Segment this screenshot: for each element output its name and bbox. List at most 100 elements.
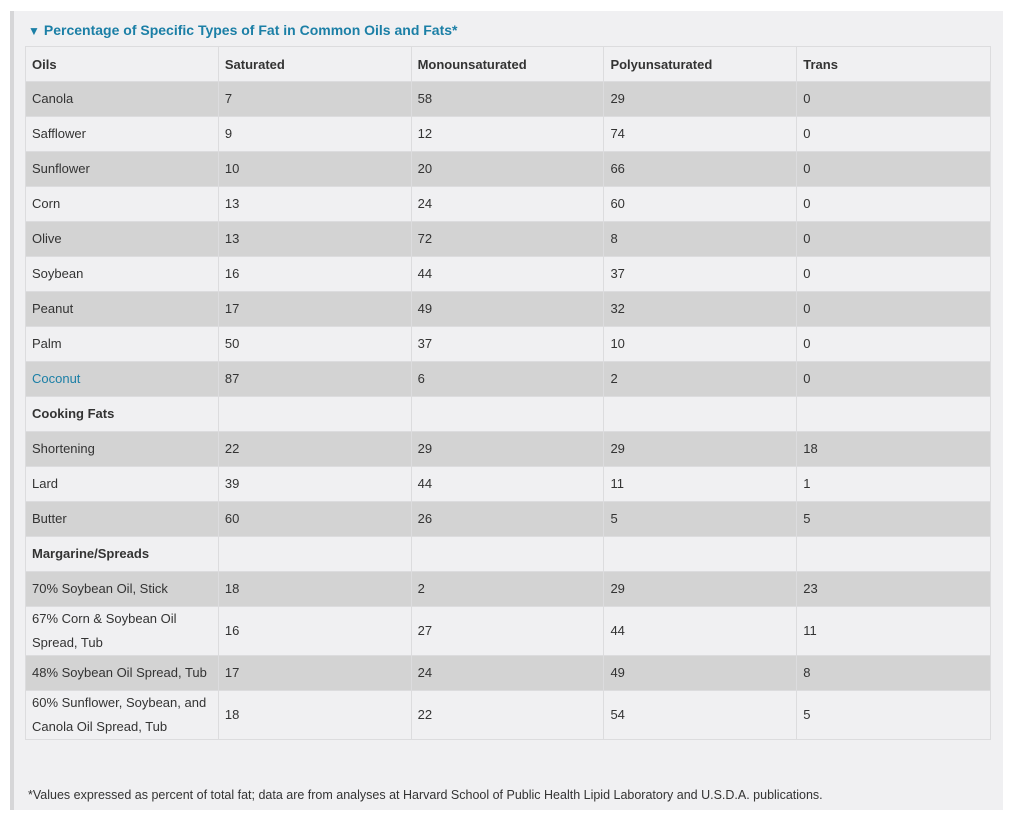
table-row: Corn 13 24 60 0 <box>25 186 991 222</box>
row-label: Corn <box>25 186 219 222</box>
table-row: 67% Corn & Soybean Oil Spread, Tub 16 27 44… <box>25 606 991 656</box>
cell-value <box>796 536 991 572</box>
row-label: 70% Soybean Oil, Stick <box>25 571 219 607</box>
fat-table-panel: ▼ Percentage of Specific Types of Fat in … <box>10 11 1003 810</box>
cell-value: 37 <box>410 326 605 362</box>
cell-value: 50 <box>217 326 412 362</box>
section-title: Percentage of Specific Types of Fat in C… <box>43 22 458 38</box>
row-label: 48% Soybean Oil Spread, Tub <box>25 655 219 691</box>
table-row: 60% Sunflower, Soybean, and Canola Oil S… <box>25 690 991 740</box>
cell-value: 8 <box>796 655 991 691</box>
cell-value: 39 <box>217 466 412 502</box>
table-row: Palm 50 37 10 0 <box>25 326 991 362</box>
cell-value: 11 <box>796 606 991 656</box>
row-label: Butter <box>25 501 219 537</box>
table-row: Shortening 22 29 29 18 <box>25 431 991 467</box>
cell-value: 60 <box>603 186 798 222</box>
cell-value: 6 <box>410 361 605 397</box>
row-label: Sunflower <box>25 151 219 187</box>
table-row: Coconut 87 6 2 0 <box>25 361 991 397</box>
row-label: Palm <box>25 326 219 362</box>
cell-value: 44 <box>603 606 798 656</box>
cell-value: 49 <box>603 655 798 691</box>
section-toggle[interactable]: ▼ Percentage of Specific Types of Fat in … <box>28 22 458 38</box>
cell-value: 29 <box>410 431 605 467</box>
cell-value: 44 <box>410 466 605 502</box>
table-row: Soybean 16 44 37 0 <box>25 256 991 292</box>
cell-value: 5 <box>603 501 798 537</box>
cell-value: 0 <box>796 81 991 117</box>
cell-value: 17 <box>217 655 412 691</box>
row-label: Lard <box>25 466 219 502</box>
table-row: 48% Soybean Oil Spread, Tub 17 24 49 8 <box>25 655 991 691</box>
cell-value: 27 <box>410 606 605 656</box>
cell-value: 0 <box>796 116 991 152</box>
cell-value: 16 <box>217 606 412 656</box>
cell-value: 54 <box>603 690 798 740</box>
cell-value: 44 <box>410 256 605 292</box>
cell-value: 11 <box>603 466 798 502</box>
table-row: Olive 13 72 8 0 <box>25 221 991 257</box>
table-row: Sunflower 10 20 66 0 <box>25 151 991 187</box>
cell-value: 87 <box>217 361 412 397</box>
cell-value: 24 <box>410 186 605 222</box>
cell-value <box>603 396 798 432</box>
cell-value: 37 <box>603 256 798 292</box>
cell-value <box>603 536 798 572</box>
cell-value: 0 <box>796 151 991 187</box>
cell-value: 0 <box>796 361 991 397</box>
cell-value: 0 <box>796 291 991 327</box>
cell-value: 29 <box>603 431 798 467</box>
section-row: Cooking Fats <box>25 396 991 432</box>
cell-value: 18 <box>217 571 412 607</box>
cell-value: 18 <box>796 431 991 467</box>
triangle-down-icon: ▼ <box>28 24 40 38</box>
cell-value: 0 <box>796 326 991 362</box>
fat-types-table: Oils Saturated Monounsaturated Polyunsatura… <box>25 46 991 740</box>
footnote: *Values expressed as percent of total fa… <box>28 788 823 802</box>
cell-value: 1 <box>796 466 991 502</box>
section-row: Margarine/Spreads <box>25 536 991 572</box>
column-header: Polyunsaturated <box>603 46 798 82</box>
row-label: 60% Sunflower, Soybean, and Canola Oil S… <box>25 690 219 740</box>
table-row: Lard 39 44 11 1 <box>25 466 991 502</box>
cell-value: 0 <box>796 221 991 257</box>
cell-value: 10 <box>217 151 412 187</box>
row-label: Peanut <box>25 291 219 327</box>
cell-value: 72 <box>410 221 605 257</box>
cell-value: 58 <box>410 81 605 117</box>
coconut-link[interactable]: Coconut <box>32 371 81 386</box>
cell-value: 20 <box>410 151 605 187</box>
row-label: Olive <box>25 221 219 257</box>
cell-value: 66 <box>603 151 798 187</box>
row-label: Canola <box>25 81 219 117</box>
cell-value <box>217 396 412 432</box>
column-header: Trans <box>796 46 991 82</box>
cell-value: 2 <box>603 361 798 397</box>
cell-value: 9 <box>217 116 412 152</box>
cell-value: 49 <box>410 291 605 327</box>
cell-value: 8 <box>603 221 798 257</box>
cell-value: 26 <box>410 501 605 537</box>
cell-value: 74 <box>603 116 798 152</box>
row-label: Safflower <box>25 116 219 152</box>
cell-value: 13 <box>217 221 412 257</box>
table-row: Butter 60 26 5 5 <box>25 501 991 537</box>
cell-value: 2 <box>410 571 605 607</box>
row-label: Soybean <box>25 256 219 292</box>
cell-value: 0 <box>796 186 991 222</box>
cell-value: 22 <box>410 690 605 740</box>
cell-value <box>410 536 605 572</box>
cell-value <box>410 396 605 432</box>
cell-value <box>217 536 412 572</box>
column-header: Monounsaturated <box>410 46 605 82</box>
cell-value: 60 <box>217 501 412 537</box>
row-label: Margarine/Spreads <box>25 536 219 572</box>
table-row: Safflower 9 12 74 0 <box>25 116 991 152</box>
cell-value: 23 <box>796 571 991 607</box>
cell-value: 18 <box>217 690 412 740</box>
column-header: Oils <box>25 46 219 82</box>
cell-value: 5 <box>796 501 991 537</box>
row-label: Coconut <box>25 361 219 397</box>
cell-value: 13 <box>217 186 412 222</box>
